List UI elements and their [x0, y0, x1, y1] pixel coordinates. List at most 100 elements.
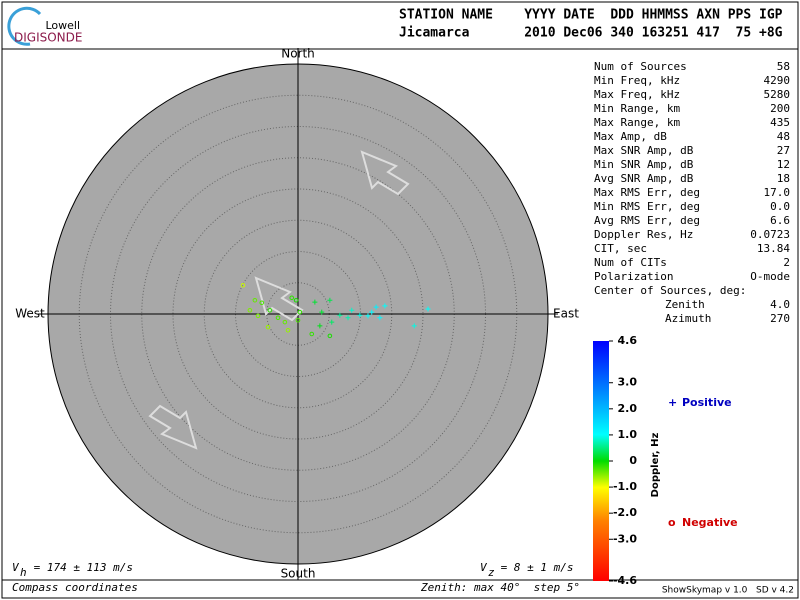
source-positive — [369, 309, 375, 315]
source-positive — [345, 315, 351, 321]
stat-label: Polarization — [594, 270, 673, 283]
source-negative — [289, 295, 295, 301]
legend-symbol: o — [668, 516, 676, 529]
source-negative — [252, 297, 258, 303]
stat-center-title: Center of Sources, deg: — [594, 284, 746, 297]
stat-label: Avg RMS Err, deg — [594, 214, 700, 227]
colorbar-tick-label: -2.0 — [613, 506, 637, 519]
colorbar-label: Doppler, Hz — [650, 433, 661, 498]
coords-note: Compass coordinates — [12, 581, 138, 594]
source-positive — [319, 309, 325, 315]
stat-value: 200 — [770, 102, 790, 115]
source-positive — [425, 306, 431, 312]
source-negative — [309, 331, 315, 337]
source-negative — [282, 319, 288, 325]
vz-symbol: V — [480, 561, 488, 574]
stat-value: 18 — [777, 172, 790, 185]
stat-value: 13.84 — [757, 242, 790, 255]
direction-label: East — [553, 307, 579, 321]
stat-label: Doppler Res, Hz — [594, 228, 693, 241]
vz-text: = 8 ± 1 m/s — [494, 561, 573, 574]
logo-top: Lowell — [45, 19, 80, 32]
colorbar-tick-label: 0 — [629, 454, 637, 467]
stat-label: Max SNR Amp, dB — [594, 144, 694, 157]
legend-label: Positive — [682, 396, 732, 409]
source-negative — [297, 309, 303, 315]
source-negative — [327, 333, 333, 339]
stat-value: 0.0 — [770, 200, 790, 213]
source-negative — [247, 307, 253, 313]
stat-value: O-mode — [750, 270, 790, 283]
colorbar — [593, 341, 609, 581]
logo-swoosh — [7, 6, 42, 46]
source-positive — [357, 312, 363, 318]
legend-symbol: + — [668, 396, 677, 409]
arrows — [148, 150, 410, 450]
source-negative — [295, 317, 301, 323]
source-positive — [317, 323, 323, 329]
source-negative — [259, 300, 265, 306]
vz-sub: z — [488, 566, 495, 579]
stat-label: Min SNR Amp, dB — [594, 158, 694, 171]
stat-label: Min Freq, kHz — [594, 74, 680, 87]
stat-value: 435 — [770, 116, 790, 129]
source-positive — [373, 304, 379, 310]
legend-label: Negative — [682, 516, 738, 529]
source-positive — [365, 313, 371, 319]
stat-value: 4.0 — [770, 298, 790, 311]
source-positive — [329, 319, 335, 325]
stat-label: Max Freq, kHz — [594, 88, 680, 101]
stat-value: 2 — [783, 256, 790, 269]
direction-label: South — [281, 567, 316, 581]
header-columns: STATION NAME YYYY DATE DDD HHMMSS AXN PP… — [399, 8, 783, 23]
source-negative — [267, 307, 273, 313]
stat-label: Azimuth — [665, 312, 711, 325]
colorbar-tick-label: 2.0 — [618, 402, 638, 415]
stat-value: 0.0723 — [750, 228, 790, 241]
stat-label: Num of CITs — [594, 256, 667, 269]
source-positive — [327, 297, 333, 303]
source-negative — [275, 315, 281, 321]
stat-label: CIT, sec — [594, 242, 647, 255]
direction-label: West — [15, 307, 45, 321]
header-values: Jicamarca 2010 Dec06 340 163251 417 75 +… — [399, 26, 783, 41]
stat-label: Min Range, km — [594, 102, 680, 115]
stat-value: 58 — [777, 60, 790, 73]
stat-label: Max Range, km — [594, 116, 680, 129]
stat-value: 6.6 — [770, 214, 790, 227]
stat-label: Max Amp, dB — [594, 130, 667, 143]
vh-sub: h — [20, 566, 27, 579]
colorbar-tick-label: -3.0 — [613, 532, 637, 545]
zenith-note: Zenith: max 40° step 5° — [420, 581, 580, 594]
source-positive — [337, 312, 343, 318]
source-positive — [411, 323, 417, 329]
source-positive — [312, 299, 318, 305]
stat-value: 12 — [777, 158, 790, 171]
colorbar-tick-label: -4.6 — [613, 574, 637, 587]
source-negative — [240, 282, 246, 288]
source-negative — [285, 327, 291, 333]
source-positive — [377, 315, 383, 321]
stat-value: 4290 — [764, 74, 791, 87]
stat-value: 27 — [777, 144, 790, 157]
stat-label: Min RMS Err, deg — [594, 200, 700, 213]
colorbar-tick-label: 3.0 — [618, 376, 638, 389]
stat-label: Avg SNR Amp, dB — [594, 172, 694, 185]
stat-value: 270 — [770, 312, 790, 325]
version-note: ShowSkymap v 1.0 SD v 4.2 — [662, 586, 794, 596]
stat-label: Num of Sources — [594, 60, 687, 73]
colorbar-tick-label: 1.0 — [618, 428, 638, 441]
direction-label: North — [281, 47, 315, 61]
source-negative — [293, 297, 299, 303]
colorbar-tick-label: -1.0 — [613, 480, 637, 493]
source-positive — [349, 307, 355, 313]
source-negative — [265, 324, 271, 330]
stat-label: Zenith — [665, 298, 705, 311]
source-negative — [255, 313, 261, 319]
source-positive — [382, 303, 388, 309]
logo-bottom: DIGISONDE — [14, 31, 82, 45]
colorbar-tick-label: 4.6 — [618, 334, 638, 347]
stat-value: 48 — [777, 130, 790, 143]
